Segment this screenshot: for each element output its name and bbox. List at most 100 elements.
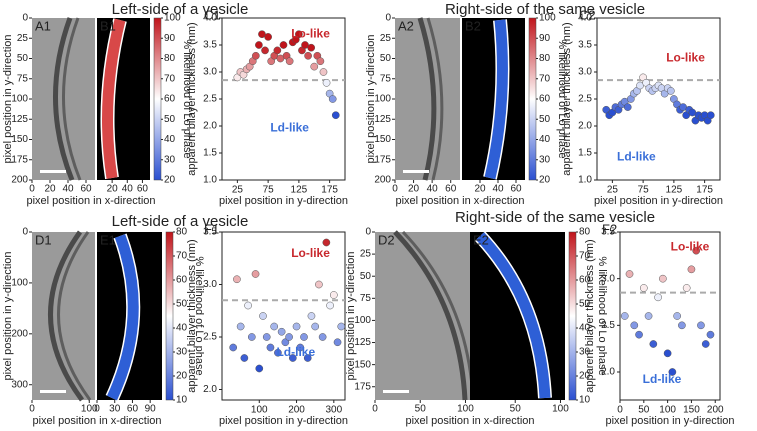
y-tick-label: 100: [374, 94, 391, 105]
x-axis-label: pixel position in y-direction: [219, 195, 348, 207]
x-axis-label: pixel position in x-direction: [405, 415, 534, 427]
panel-letter: D1: [35, 232, 52, 247]
x-tick-label: 300: [325, 405, 342, 416]
x-axis-label: pixel position in y-direction: [594, 195, 723, 207]
annotation: Lo-like: [666, 51, 705, 65]
x-tick-label: 0: [372, 404, 378, 415]
x-tick-label: 40: [122, 184, 134, 195]
data-point: [295, 30, 303, 39]
data-point: [319, 68, 328, 76]
annotation: Ld-like: [617, 149, 656, 163]
x-tick-label: 20: [474, 184, 486, 195]
data-point: [318, 333, 327, 341]
y-tick-label: 3.5: [601, 227, 615, 238]
data-point: [322, 238, 331, 247]
data-point: [307, 312, 316, 320]
plot-frame: [596, 17, 721, 181]
data-point: [331, 111, 340, 120]
data-point: [333, 338, 342, 347]
data-point: [281, 338, 290, 347]
data-point: [251, 51, 260, 60]
map-band: [102, 18, 126, 179]
colorbar-tick-label: 60: [579, 275, 591, 286]
data-point: [251, 270, 260, 278]
map-band: [107, 234, 139, 401]
data-point: [316, 57, 325, 66]
data-point: [236, 322, 245, 331]
data-point: [279, 41, 288, 49]
x-tick-label: 20: [107, 184, 119, 195]
data-point: [255, 41, 263, 49]
x-tick-label: 0: [29, 404, 35, 415]
map-band: [475, 232, 551, 399]
y-tick-label: 125: [374, 114, 391, 125]
colorbar-tick-label: 40: [176, 323, 188, 334]
y-tick-label: 200: [11, 175, 28, 186]
y-tick-label: 1.5: [578, 148, 592, 159]
x-tick-label: 40: [427, 184, 439, 195]
colorbar-tick-label: 70: [176, 251, 188, 262]
y-tick-label: 25: [17, 33, 29, 44]
data-point: [673, 312, 681, 320]
panel-letter: B1: [100, 18, 116, 33]
panel-letter: E2: [473, 232, 489, 247]
panel-heading: Right-side of the same vesicle: [445, 1, 645, 18]
plot-frame: [221, 231, 346, 401]
y-tick-label: 2.0: [203, 121, 217, 132]
y-tick-label: 200: [11, 328, 28, 339]
x-tick-label: 175: [696, 185, 713, 196]
colorbar-tick-label: 50: [539, 114, 551, 125]
colorbar-tick-label: 50: [164, 114, 176, 125]
panel-letter: C2: [579, 7, 596, 22]
y-tick-label: 3.5: [203, 227, 217, 238]
x-tick-label: 175: [321, 185, 338, 196]
x-tick-label: 200: [707, 405, 724, 416]
colorbar-label: % likelihood of Lo phase: [556, 39, 568, 158]
colorbar: [165, 231, 174, 401]
colorbar-tick-label: 50: [579, 299, 591, 310]
y-tick-label: 2.5: [601, 320, 615, 331]
x-tick-label: 0: [392, 184, 398, 195]
panel-letter: F1: [204, 221, 219, 236]
data-point: [706, 111, 715, 120]
colorbar-tick-label: 30: [579, 347, 591, 358]
x-tick-label: 60: [80, 184, 92, 195]
data-point: [649, 340, 658, 348]
y-tick-label: 3.0: [203, 279, 217, 290]
data-point: [264, 33, 272, 41]
scale-bar: [40, 170, 66, 173]
data-point: [229, 343, 238, 352]
y-tick-label: 0: [365, 227, 371, 238]
data-point: [261, 46, 269, 55]
membrane-arc: [57, 231, 92, 401]
x-tick-label: 20: [408, 184, 420, 195]
y-tick-label: 50: [17, 53, 29, 64]
x-tick-label: 100: [552, 404, 569, 415]
panel-letter: E1: [100, 232, 116, 247]
colorbar-tick-label: 40: [164, 134, 176, 145]
phase-map: [470, 232, 565, 400]
y-tick-label: 3.5: [203, 40, 217, 51]
y-tick-label: 150: [354, 359, 371, 370]
x-tick-label: 0: [617, 405, 623, 416]
colorbar-tick-label: 90: [164, 33, 176, 44]
y-axis-label: apparent bilayer thickness (nm): [561, 22, 573, 175]
panel-letter: C1: [204, 7, 221, 22]
colorbar-tick-label: 70: [579, 251, 591, 262]
colorbar-label: % likelihood of Lo phase: [596, 256, 608, 375]
colorbar-tick-label: 60: [176, 275, 188, 286]
data-point: [692, 246, 701, 255]
colorbar-tick-label: 30: [539, 154, 551, 165]
y-axis-label: pixel position in y-direction: [365, 34, 377, 163]
colorbar-label: % likelihood of Lo phase: [181, 39, 193, 158]
x-tick-label: 200: [288, 405, 305, 416]
colorbar-tick-label: 80: [176, 227, 188, 238]
y-tick-label: 25: [360, 249, 372, 260]
y-tick-label: 125: [354, 337, 371, 348]
membrane-arc: [393, 230, 468, 401]
x-tick-label: 20: [44, 184, 56, 195]
colorbar-tick-label: 90: [539, 33, 551, 44]
y-tick-label: 3.0: [601, 273, 615, 284]
y-tick-label: 25: [380, 33, 392, 44]
